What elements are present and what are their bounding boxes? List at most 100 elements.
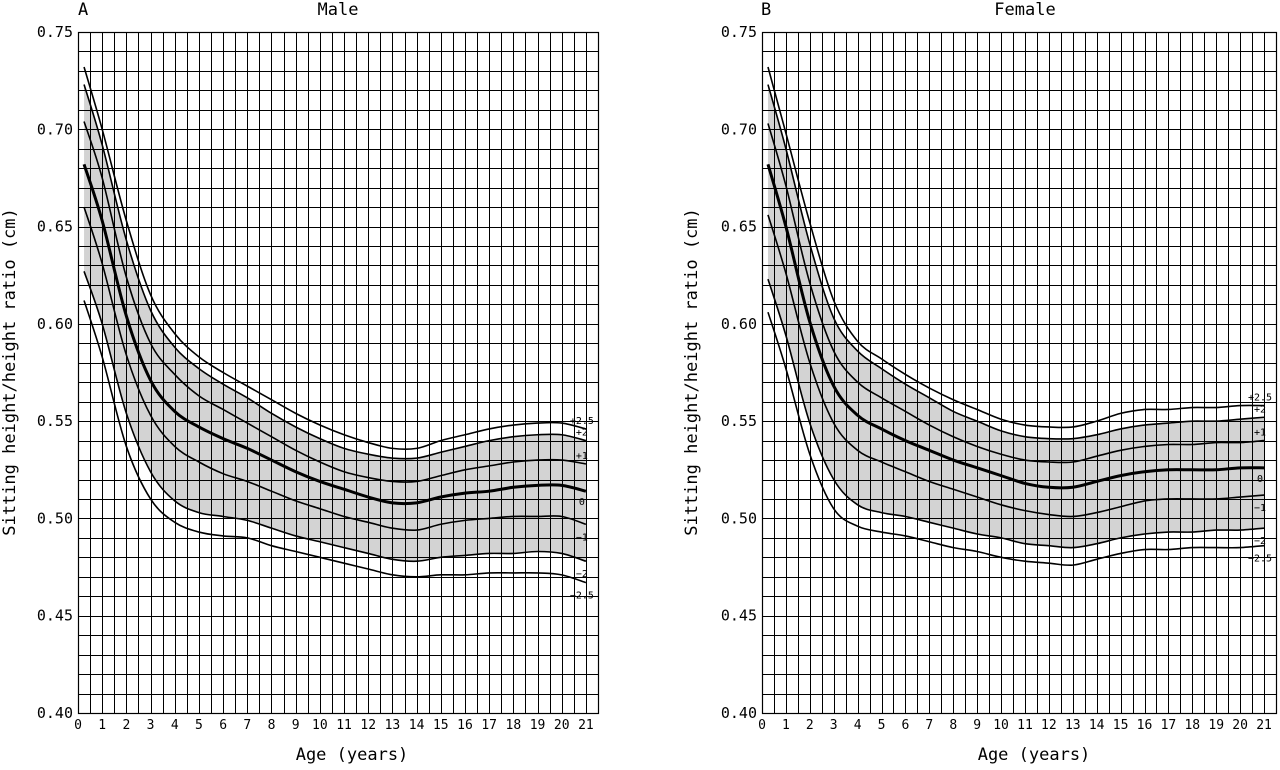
x-tick-label: 13 xyxy=(1065,718,1081,733)
y-axis-title: Sitting height/height ratio (cm) xyxy=(0,208,20,536)
x-tick-label: 9 xyxy=(973,718,981,733)
x-tick-label: 21 xyxy=(578,718,594,733)
sd-curve-label: −2 xyxy=(1254,536,1266,547)
sd-curve-label: −1 xyxy=(576,532,588,543)
x-tick-label: 19 xyxy=(530,718,546,733)
sd-curve-label: −2.5 xyxy=(570,591,594,602)
female-panel: B Female Age (years) Sitting height/heig… xyxy=(682,0,1278,765)
sd-curve xyxy=(83,206,587,532)
x-tick-label: 0 xyxy=(74,718,82,733)
sd-curve xyxy=(767,278,1265,549)
y-tick-label: 0.55 xyxy=(721,412,757,430)
y-tick-label: 0.40 xyxy=(721,704,757,722)
sd-curve-label: −2.5 xyxy=(1248,554,1272,565)
y-tick-label: 0.75 xyxy=(721,23,757,41)
x-tick-label: 18 xyxy=(1184,718,1200,733)
x-tick-label: 20 xyxy=(554,718,570,733)
x-tick-label: 15 xyxy=(1113,718,1129,733)
grid xyxy=(762,32,1277,713)
y-tick-label: 0.45 xyxy=(721,607,757,625)
sd-curve-label: −2 xyxy=(576,569,588,580)
sd-curve xyxy=(83,271,587,563)
sd-curve xyxy=(767,123,1265,464)
sd-curve-label: +2.5 xyxy=(1248,393,1272,404)
y-tick-label: 0.60 xyxy=(721,315,757,333)
sd-curve xyxy=(83,66,587,451)
y-tick-label: 0.70 xyxy=(721,120,757,138)
sd-curve xyxy=(767,66,1265,429)
sd-curve xyxy=(767,311,1265,567)
y-tick-label: 0.65 xyxy=(721,218,757,236)
sd-curve xyxy=(83,121,587,483)
x-tick-label: 1 xyxy=(782,718,790,733)
x-tick-label: 4 xyxy=(854,718,862,733)
x-tick-label: 16 xyxy=(1137,718,1153,733)
plot-frame xyxy=(77,31,600,715)
x-tick-label: 15 xyxy=(433,718,449,733)
x-tick-label: 1 xyxy=(98,718,106,733)
x-tick-label: 6 xyxy=(219,718,227,733)
y-tick-label: 0.50 xyxy=(721,509,757,527)
sd-curve-label: 0 xyxy=(579,497,585,508)
sd-curve xyxy=(83,84,587,460)
y-tick-label: 0.60 xyxy=(37,315,73,333)
sd-curve-label: +2.5 xyxy=(570,416,594,427)
x-tick-label: 12 xyxy=(360,718,376,733)
x-tick-label: 8 xyxy=(949,718,957,733)
x-tick-label: 9 xyxy=(292,718,300,733)
x-tick-label: 8 xyxy=(268,718,276,733)
x-tick-label: 14 xyxy=(1089,718,1105,733)
x-axis-title: Age (years) xyxy=(296,745,409,765)
x-tick-label: 10 xyxy=(993,718,1009,733)
x-tick-label: 12 xyxy=(1041,718,1057,733)
sd-curve xyxy=(767,214,1265,518)
x-tick-label: 11 xyxy=(336,718,352,733)
x-tick-label: 7 xyxy=(925,718,933,733)
sd-curve-label: +2 xyxy=(576,428,588,439)
x-tick-label: 17 xyxy=(1161,718,1177,733)
y-tick-label: 0.75 xyxy=(37,23,73,41)
sd-band-area xyxy=(767,84,1265,548)
x-tick-label: 6 xyxy=(902,718,910,733)
sd-curve xyxy=(83,300,587,584)
x-tick-label: 21 xyxy=(1256,718,1272,733)
sd-curve xyxy=(767,84,1265,440)
x-tick-label: 11 xyxy=(1017,718,1033,733)
x-tick-label: 2 xyxy=(122,718,130,733)
x-tick-label: 5 xyxy=(195,718,203,733)
x-tick-label: 20 xyxy=(1232,718,1248,733)
sd-curve-label: +1 xyxy=(576,451,588,462)
x-axis-title: Age (years) xyxy=(978,745,1091,765)
x-tick-label: 17 xyxy=(481,718,497,733)
x-tick-label: 18 xyxy=(506,718,522,733)
sd-band-area xyxy=(84,84,586,562)
sd-curve-label: −1 xyxy=(1254,503,1266,514)
y-tick-label: 0.70 xyxy=(37,120,73,138)
y-tick-label: 0.45 xyxy=(37,607,73,625)
panel-letter: A xyxy=(78,0,88,20)
x-tick-label: 3 xyxy=(830,718,838,733)
x-tick-label: 4 xyxy=(171,718,179,733)
plot-frame xyxy=(761,31,1278,715)
x-tick-label: 5 xyxy=(878,718,886,733)
x-tick-label: 2 xyxy=(806,718,814,733)
x-tick-label: 19 xyxy=(1208,718,1224,733)
chart-title: Female xyxy=(994,0,1055,20)
sd-curve-label: 0 xyxy=(1257,474,1263,485)
y-tick-label: 0.55 xyxy=(37,412,73,430)
y-tick-label: 0.40 xyxy=(37,704,73,722)
sd-curve-label: +1 xyxy=(1254,428,1266,439)
x-tick-label: 16 xyxy=(457,718,473,733)
x-tick-label: 13 xyxy=(385,718,401,733)
panel-letter: B xyxy=(761,0,771,20)
x-tick-label: 3 xyxy=(147,718,155,733)
sd-curve xyxy=(766,163,1265,490)
chart-title: Male xyxy=(318,0,359,20)
y-axis-title: Sitting height/height ratio (cm) xyxy=(682,208,702,536)
x-tick-label: 7 xyxy=(243,718,251,733)
x-tick-label: 10 xyxy=(312,718,328,733)
y-tick-label: 0.50 xyxy=(37,509,73,527)
sd-curve xyxy=(82,163,587,506)
